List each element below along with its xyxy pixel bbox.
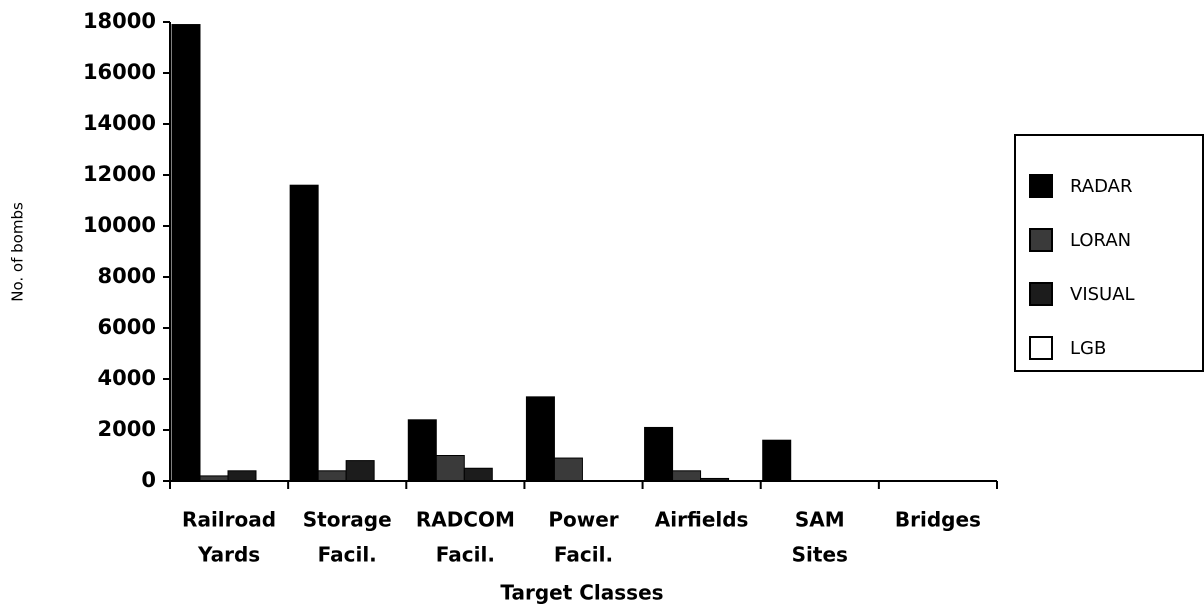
legend-label: LGB [1070, 338, 1106, 359]
x-tick-label: Facil. [554, 543, 613, 567]
bar [762, 439, 792, 482]
x-tick-label: SAM [795, 508, 845, 532]
x-tick-label: RADCOM [416, 508, 515, 532]
x-tick-label: Airfields [655, 508, 749, 532]
legend-swatch [1029, 336, 1053, 360]
legend-label: LORAN [1070, 230, 1131, 251]
y-tick-label: 16000 [83, 60, 156, 84]
bar [463, 467, 493, 482]
bar [171, 24, 201, 482]
y-tick-label: 2000 [98, 417, 156, 441]
y-tick-label: 4000 [98, 366, 156, 390]
x-tick-label: Yards [197, 543, 260, 567]
bar [317, 470, 347, 482]
bar [227, 470, 257, 482]
bar [525, 396, 555, 482]
legend-swatch [1029, 228, 1053, 252]
bar [289, 184, 319, 482]
legend-label: RADAR [1070, 176, 1132, 197]
bar [345, 460, 375, 482]
x-tick-label: Facil. [318, 543, 377, 567]
legend-swatch [1029, 174, 1053, 198]
bar [435, 455, 465, 482]
y-tick-label: 8000 [98, 264, 156, 288]
x-axis-title: Target Classes [500, 581, 663, 605]
legend-label: VISUAL [1070, 284, 1135, 305]
x-tick-label: Facil. [436, 543, 495, 567]
legend-swatch [1029, 282, 1053, 306]
bar [644, 426, 674, 482]
x-tick-label: Sites [792, 543, 848, 567]
y-tick-label: 12000 [83, 162, 156, 186]
legend-box [1014, 134, 1204, 372]
y-tick-label: 10000 [83, 213, 156, 237]
bar [672, 470, 702, 482]
y-tick-label: 0 [141, 468, 156, 492]
bar [407, 419, 437, 482]
x-tick-label: Railroad [182, 508, 276, 532]
x-tick-label: Storage [303, 508, 392, 532]
x-tick-label: Power [548, 508, 618, 532]
y-axis-title: No. of bombs [9, 202, 27, 302]
y-tick-label: 14000 [83, 111, 156, 135]
bar [553, 457, 583, 482]
x-tick-label: Bridges [895, 508, 981, 532]
y-tick-label: 6000 [98, 315, 156, 339]
y-tick-label: 18000 [83, 9, 156, 33]
